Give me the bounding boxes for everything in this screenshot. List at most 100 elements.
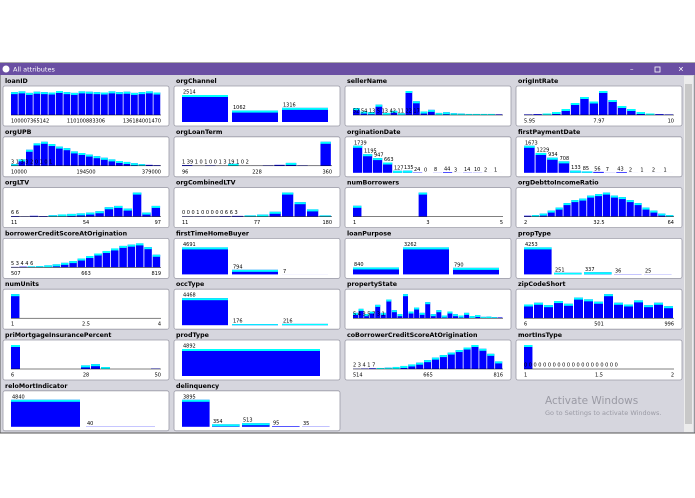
bar-label: 1062 (233, 105, 246, 111)
bar-top (307, 209, 318, 211)
bar-top (604, 294, 613, 296)
bar-top (584, 299, 593, 301)
bar (403, 247, 449, 274)
bar (34, 92, 41, 115)
panel-name: orgChannel (176, 78, 217, 85)
bar-label: 934 (548, 152, 558, 158)
bar-top (78, 259, 86, 261)
axis-label: 194500 (76, 169, 95, 175)
bar-top (152, 206, 160, 208)
bar-top (419, 193, 427, 195)
bar (419, 193, 427, 217)
bar (119, 246, 127, 267)
panel-name: mortInsType (518, 332, 562, 339)
bar-top (524, 304, 533, 306)
bar-label: 8 (434, 167, 437, 173)
bar-top (49, 93, 56, 95)
bar-top (447, 312, 452, 314)
bar-top (71, 151, 78, 153)
bar-top (627, 109, 635, 111)
bar-top (534, 303, 543, 305)
bar-label: 24 (414, 167, 420, 173)
close-button[interactable]: ✕ (678, 66, 684, 74)
bar-top (144, 247, 152, 249)
bar-top (408, 364, 415, 366)
axis-label: 180 (322, 220, 332, 226)
bar-top (552, 112, 560, 114)
bar-top (459, 316, 464, 318)
bar-top (109, 159, 116, 161)
bar-top (53, 264, 61, 266)
bar-top (436, 113, 443, 115)
axis-label: 110100883306 (67, 119, 105, 125)
bar-top (603, 193, 610, 195)
bar-label: 10 (474, 167, 480, 173)
bar-label: 4468 (183, 293, 196, 299)
panel-name: reloMortIndicator (5, 383, 68, 390)
bar-label: 3895 (183, 394, 196, 400)
axis-label: 1 (524, 373, 527, 379)
bar (571, 200, 578, 217)
axis-label: 663 (81, 271, 91, 277)
bar-top (81, 365, 90, 367)
bar (448, 353, 455, 369)
bar (584, 299, 593, 318)
bar-label: 40 (87, 421, 93, 427)
bar-top (664, 306, 673, 308)
window-icon (3, 66, 10, 73)
bar-top (270, 212, 281, 214)
bar-label: 85 (583, 166, 589, 172)
bar-top (142, 213, 150, 215)
bar-top (403, 294, 408, 296)
axis-label: 4 (158, 322, 161, 328)
bar-top (637, 112, 645, 114)
bar (614, 303, 623, 318)
bar (654, 303, 663, 318)
bar-top (574, 298, 583, 300)
bar (19, 91, 26, 115)
bar (554, 301, 563, 318)
bar (386, 300, 391, 319)
bar-top (440, 355, 447, 357)
bar (471, 345, 478, 369)
bar-label: 840 (354, 262, 364, 268)
bar-top (627, 200, 634, 202)
bar-note: 52 54 13 5 13 42 11 22 17 (353, 109, 420, 115)
bar-top (286, 163, 296, 165)
bar-top (428, 110, 435, 112)
window-title: All attributes (13, 66, 55, 74)
axis-label: 2 (671, 373, 674, 379)
bar-label: 2 (652, 167, 655, 173)
axis-label: 996 (664, 322, 674, 328)
bar (144, 247, 152, 267)
bar-top (634, 300, 643, 302)
bar-top (94, 254, 102, 256)
bar-note: 0 0 0 0 0 0 0 0 0 0 0 0 0 0 0 0 0 0 0 0 (524, 363, 618, 369)
axis-label: 100007365142 (11, 119, 49, 125)
bar-top (109, 91, 116, 93)
bar-label: 790 (454, 262, 464, 268)
bar-top (94, 92, 101, 94)
bar-top (69, 261, 77, 263)
axis-label: 28 (83, 373, 89, 379)
bar (124, 92, 131, 115)
bar (71, 93, 78, 115)
bar-label: 127 (394, 165, 404, 171)
bar-top (442, 316, 447, 318)
scroll-thumb[interactable] (685, 84, 692, 424)
bar (41, 92, 48, 115)
axis-label: 97 (155, 220, 161, 226)
bar-top (618, 106, 626, 108)
bar-note: 5 3 4 4 6 (11, 261, 33, 267)
minimize-button[interactable]: – (630, 66, 634, 74)
bar-top (71, 93, 78, 95)
bar-label: 3 (454, 167, 457, 173)
bar-top (26, 150, 33, 152)
bar-top (554, 301, 563, 303)
bar-label: 4892 (183, 344, 196, 350)
bar-top (101, 158, 108, 160)
bar (11, 92, 18, 115)
bar-top (386, 300, 391, 302)
axis-label: 11 (11, 220, 17, 226)
bar-top (650, 211, 657, 213)
